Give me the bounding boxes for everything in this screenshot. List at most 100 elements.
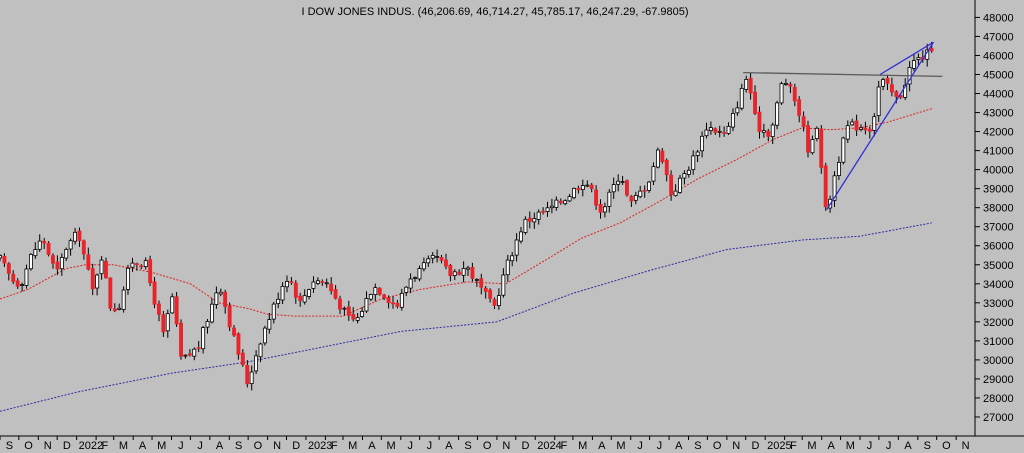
candle-body-down <box>333 289 338 299</box>
candle <box>130 257 135 272</box>
candle-body-up <box>647 181 651 191</box>
candle-body-up <box>505 259 510 276</box>
candle-body-up <box>37 240 42 250</box>
candle <box>134 262 139 271</box>
candle-body-down <box>156 303 161 315</box>
candle-body-down <box>483 287 488 292</box>
y-tick-label: 43000 <box>983 108 1014 120</box>
candle-body-up <box>841 137 846 163</box>
candle <box>183 354 188 359</box>
candle-body-up <box>567 196 572 202</box>
y-tick-label: 33000 <box>983 298 1014 310</box>
y-tick-label: 42000 <box>983 127 1014 139</box>
candle <box>298 292 303 307</box>
candle <box>607 189 612 213</box>
candle <box>770 122 775 144</box>
candle-body-down <box>108 277 113 309</box>
candle <box>664 158 669 182</box>
candle-body-up <box>28 253 33 270</box>
candle-body-up <box>276 298 281 304</box>
candle-body-up <box>311 281 316 289</box>
x-tick-label: J <box>407 440 413 452</box>
candle <box>342 306 347 316</box>
candle <box>218 288 223 297</box>
candle-body-down <box>823 165 828 208</box>
candle-body-down <box>320 281 325 283</box>
candle-body-up <box>726 126 731 134</box>
candle <box>81 239 86 260</box>
candle-body-up <box>0 254 2 259</box>
candle <box>267 313 272 334</box>
candle-body-down <box>187 353 192 356</box>
candle-body-up <box>280 285 285 301</box>
candle-body-up <box>872 116 877 131</box>
x-tick-label: M <box>157 440 166 452</box>
candle <box>673 184 678 197</box>
candle <box>775 100 780 130</box>
candle-body-up <box>183 354 188 357</box>
candle-body-down <box>377 287 382 295</box>
candle-body-down <box>395 302 400 307</box>
candle <box>867 126 872 139</box>
candle <box>806 120 810 158</box>
candle-body-down <box>337 298 342 310</box>
candle <box>589 183 594 193</box>
candle <box>704 122 709 139</box>
candle <box>885 74 890 90</box>
candle <box>346 300 351 321</box>
candle <box>59 253 64 276</box>
y-tick-label: 39000 <box>983 184 1014 196</box>
x-tick-label: D <box>63 440 71 452</box>
x-tick-label: J <box>657 440 663 452</box>
candle <box>903 78 908 100</box>
candle-body-up <box>59 257 64 270</box>
candle <box>801 111 806 132</box>
candle-body-down <box>298 295 303 302</box>
y-tick-label: 31000 <box>983 336 1014 348</box>
candle-body-up <box>355 317 360 321</box>
candle <box>708 121 713 135</box>
candle <box>638 185 643 199</box>
candle <box>479 273 484 295</box>
x-tick-label: O <box>254 440 263 452</box>
candle <box>360 307 364 318</box>
candle <box>695 149 700 162</box>
candle-body-up <box>673 190 678 197</box>
candle <box>850 118 855 126</box>
candle-body-up <box>616 180 621 185</box>
candle-body-up <box>435 256 440 258</box>
candle <box>837 156 841 180</box>
candle-body-up <box>519 231 523 242</box>
candle <box>2 253 7 267</box>
x-tick-label: A <box>598 440 606 452</box>
candle-body-down <box>792 86 797 102</box>
x-tick-label: A <box>139 440 147 452</box>
candle <box>126 264 130 295</box>
candle-body-down <box>346 306 351 316</box>
candle <box>108 277 113 311</box>
candle <box>223 289 228 314</box>
candle-body-down <box>713 128 718 133</box>
candle <box>254 350 258 374</box>
candle <box>757 106 762 139</box>
x-tick-label: 2022 <box>79 440 103 452</box>
candle-body-down <box>232 327 236 336</box>
candle-body-up <box>611 184 616 193</box>
candle-body-down <box>55 261 60 270</box>
candle <box>625 179 629 197</box>
candle-body-up <box>399 292 404 308</box>
candle <box>408 273 413 294</box>
candle <box>722 126 727 137</box>
candle <box>541 207 546 215</box>
candle <box>567 193 572 202</box>
candle-body-down <box>479 278 484 288</box>
candle-body-up <box>254 355 258 372</box>
candle-body-down <box>134 263 139 266</box>
candle <box>748 73 753 100</box>
x-tick-label: A <box>368 440 376 452</box>
candle-body-down <box>642 189 647 192</box>
candle <box>700 131 704 158</box>
candle-body-down <box>443 259 448 267</box>
candle-body-up <box>580 185 585 191</box>
x-tick-label: 2024 <box>537 440 561 452</box>
